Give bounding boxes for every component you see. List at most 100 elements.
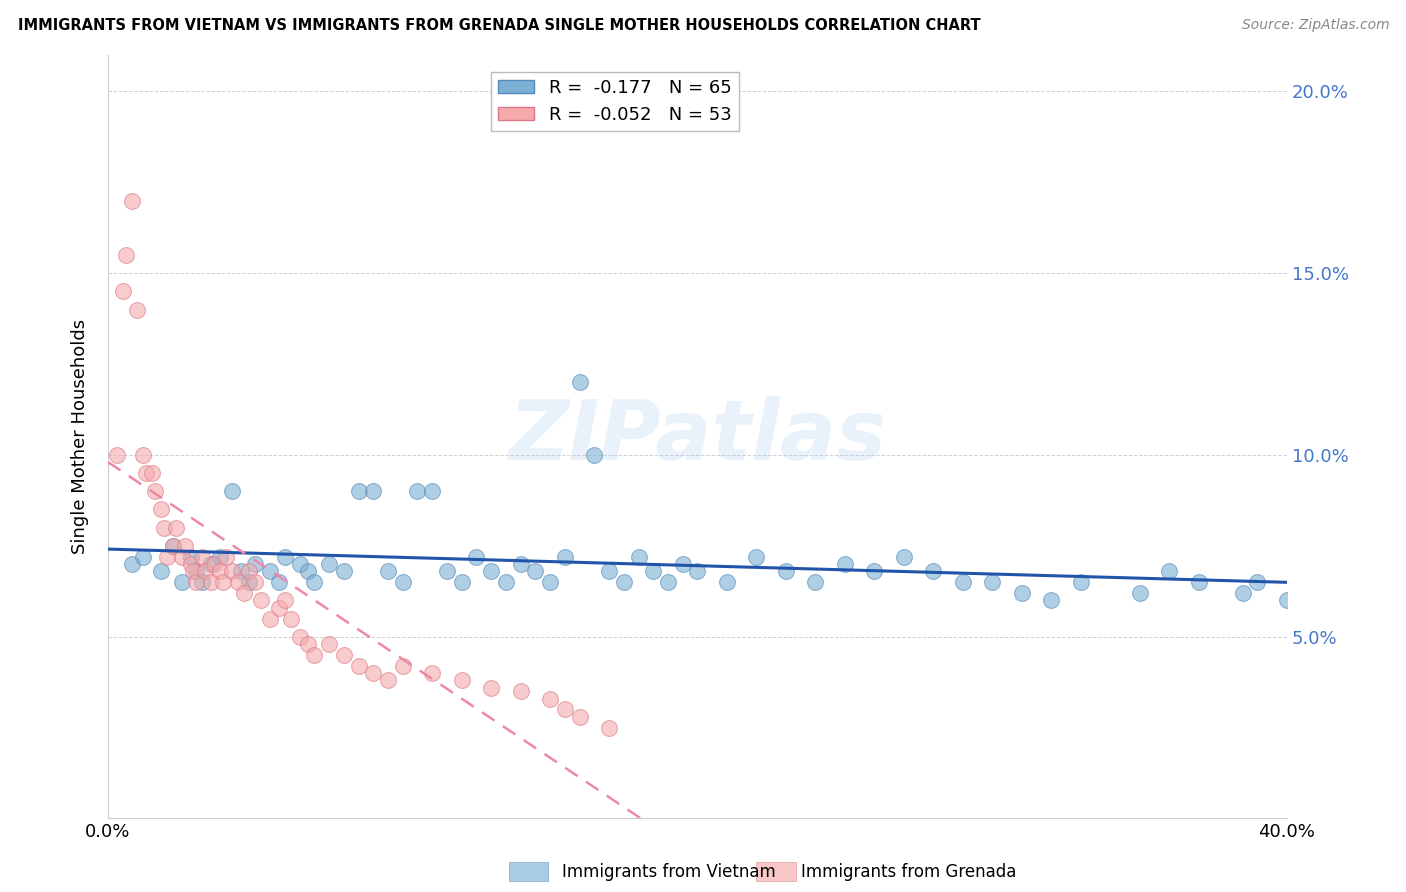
Point — [318, 637, 340, 651]
Point — [361, 666, 384, 681]
Point — [450, 575, 472, 590]
Point — [208, 549, 231, 564]
Point — [186, 575, 208, 590]
Point — [1187, 575, 1209, 590]
Point — [170, 575, 193, 590]
Point — [509, 684, 531, 698]
Point — [200, 575, 222, 590]
Point — [180, 557, 202, 571]
Point — [377, 673, 399, 688]
Point — [165, 521, 187, 535]
Point — [156, 549, 179, 564]
Point — [105, 448, 128, 462]
Point — [259, 564, 281, 578]
Point — [259, 611, 281, 625]
Point — [1070, 575, 1092, 590]
Point — [127, 302, 149, 317]
Point — [509, 557, 531, 571]
Point — [267, 575, 290, 590]
Legend: R =  -0.177   N = 65, R =  -0.052   N = 53: R = -0.177 N = 65, R = -0.052 N = 53 — [491, 71, 738, 131]
Point — [627, 549, 650, 564]
Point — [377, 564, 399, 578]
Point — [391, 658, 413, 673]
Point — [238, 575, 260, 590]
Point — [643, 564, 665, 578]
Point — [598, 721, 620, 735]
Point — [180, 549, 202, 564]
Point — [554, 549, 576, 564]
Point — [391, 575, 413, 590]
Y-axis label: Single Mother Households: Single Mother Households — [72, 319, 89, 554]
Point — [245, 575, 267, 590]
Point — [1157, 564, 1180, 578]
Text: Immigrants from Grenada: Immigrants from Grenada — [801, 863, 1017, 881]
Point — [221, 564, 243, 578]
Point — [280, 611, 302, 625]
Point — [1040, 593, 1063, 607]
Point — [333, 648, 356, 662]
Point — [297, 564, 319, 578]
Point — [150, 502, 173, 516]
Point — [304, 648, 326, 662]
Point — [132, 448, 155, 462]
Point — [191, 575, 214, 590]
Text: Source: ZipAtlas.com: Source: ZipAtlas.com — [1241, 18, 1389, 32]
Point — [250, 593, 273, 607]
Point — [420, 484, 443, 499]
Point — [135, 466, 157, 480]
Point — [479, 681, 502, 695]
Point — [406, 484, 429, 499]
Point — [183, 564, 205, 578]
Point — [347, 484, 370, 499]
Text: ZIPatlas: ZIPatlas — [509, 396, 886, 477]
Point — [804, 575, 827, 590]
Text: Immigrants from Vietnam: Immigrants from Vietnam — [562, 863, 776, 881]
Point — [598, 564, 620, 578]
Point — [922, 564, 945, 578]
Point — [121, 557, 143, 571]
Point — [208, 564, 231, 578]
Point — [186, 564, 208, 578]
Point — [221, 484, 243, 499]
Point — [297, 637, 319, 651]
Point — [245, 557, 267, 571]
Point — [952, 575, 974, 590]
Point — [232, 586, 254, 600]
Point — [132, 549, 155, 564]
Point — [745, 549, 768, 564]
Point — [716, 575, 738, 590]
Point — [304, 575, 326, 590]
Point — [162, 539, 184, 553]
Point — [212, 575, 235, 590]
Point — [162, 539, 184, 553]
Point — [420, 666, 443, 681]
Point — [524, 564, 547, 578]
Point — [333, 564, 356, 578]
Point — [1129, 586, 1152, 600]
Point — [657, 575, 679, 590]
Point — [613, 575, 636, 590]
Point — [274, 549, 297, 564]
Point — [114, 248, 136, 262]
Point — [267, 600, 290, 615]
Point — [1246, 575, 1268, 590]
Point — [173, 539, 195, 553]
Point — [479, 564, 502, 578]
Point — [1232, 586, 1254, 600]
Point — [226, 575, 249, 590]
Point — [288, 557, 311, 571]
Point — [288, 630, 311, 644]
Point — [274, 593, 297, 607]
Text: IMMIGRANTS FROM VIETNAM VS IMMIGRANTS FROM GRENADA SINGLE MOTHER HOUSEHOLDS CORR: IMMIGRANTS FROM VIETNAM VS IMMIGRANTS FR… — [18, 18, 981, 33]
Point — [141, 466, 163, 480]
Point — [450, 673, 472, 688]
Point — [554, 702, 576, 716]
Point — [863, 564, 886, 578]
Point — [153, 521, 176, 535]
Point — [568, 709, 591, 723]
Point — [361, 484, 384, 499]
Point — [686, 564, 709, 578]
Point — [202, 557, 225, 571]
Point — [238, 564, 260, 578]
Point — [495, 575, 517, 590]
